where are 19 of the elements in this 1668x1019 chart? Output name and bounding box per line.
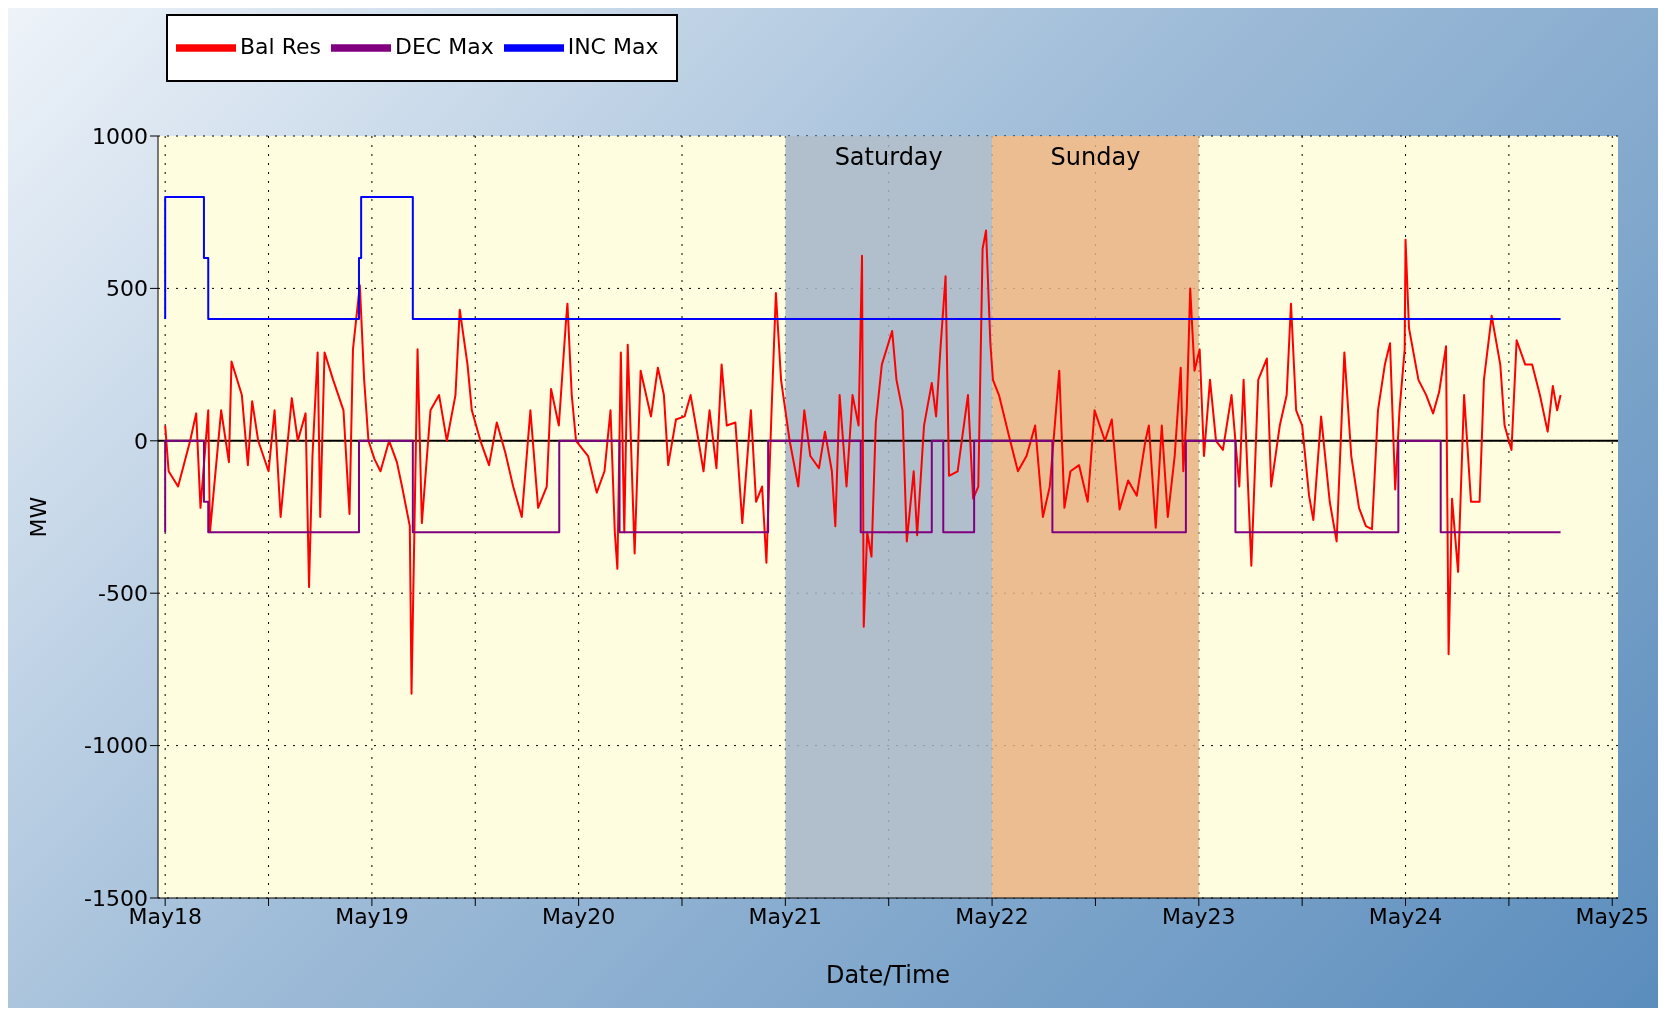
x-tick-label: May21 <box>748 903 823 929</box>
y-axis-title: MW <box>25 496 51 538</box>
x-axis-title: Date/Time <box>825 961 951 989</box>
x-tick-label: May20 <box>541 903 616 929</box>
legend-label: DEC Max <box>394 34 494 59</box>
x-tick-label: May19 <box>335 903 409 929</box>
band-label: Sunday <box>1050 143 1141 172</box>
legend-label: Bal Res <box>240 34 321 59</box>
x-tick-label: May24 <box>1368 903 1443 929</box>
y-tick-label: 1000 <box>92 123 148 149</box>
y-tick-label: 500 <box>106 276 148 302</box>
x-tick-label: May25 <box>1575 903 1649 929</box>
x-tick-label: May22 <box>955 903 1029 929</box>
y-tick-label: -500 <box>98 581 148 607</box>
band-label: Saturday <box>834 143 943 172</box>
legend-label: INC Max <box>567 34 659 59</box>
y-tick-label: 0 <box>134 428 148 454</box>
y-tick-label: -1000 <box>84 733 148 759</box>
x-tick-label: May23 <box>1162 903 1236 929</box>
